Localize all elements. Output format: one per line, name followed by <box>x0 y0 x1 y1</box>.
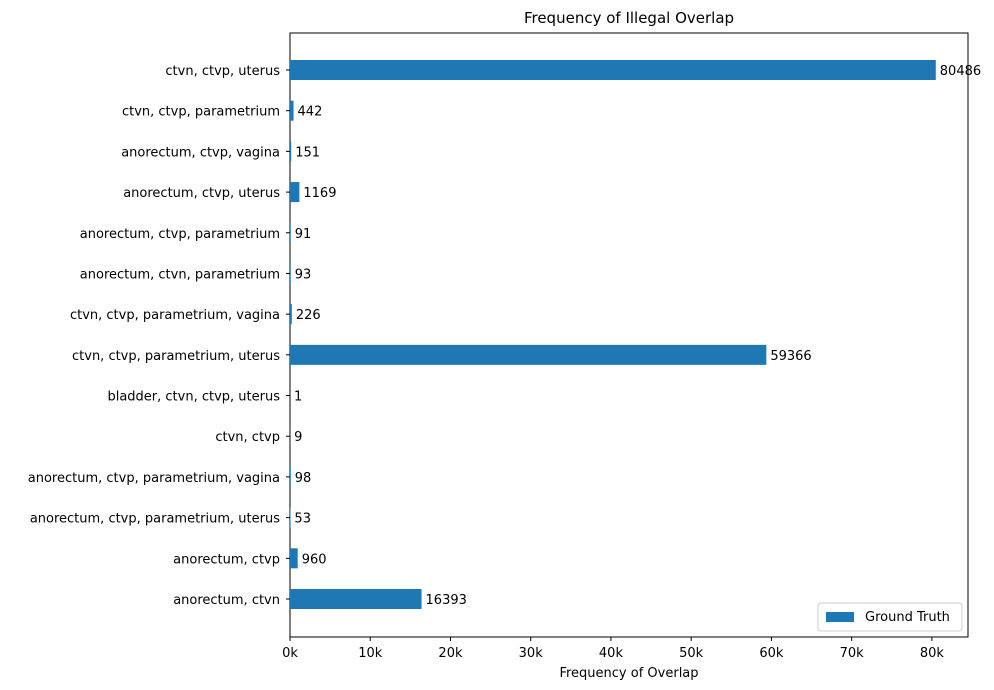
bar-value-label: 98 <box>295 471 312 486</box>
y-tick-label: anorectum, ctvp, parametrium <box>80 227 280 242</box>
bar-value-label: 960 <box>302 552 327 567</box>
bar-value-label: 16393 <box>426 593 467 608</box>
bar <box>290 344 767 365</box>
legend-box <box>817 602 963 632</box>
bar <box>290 100 294 121</box>
bar-value-label: 442 <box>298 105 323 120</box>
bar-value-label: 151 <box>295 145 320 160</box>
y-tick-label: anorectum, ctvn <box>173 593 280 608</box>
bar <box>290 182 300 203</box>
y-tick-label: ctvn, ctvp, parametrium, vagina <box>70 308 280 323</box>
y-tick-label: ctvn, ctvp <box>215 430 280 445</box>
x-tick-label: 70k <box>840 646 865 661</box>
bar-value-label: 91 <box>295 227 312 242</box>
y-tick-label: anorectum, ctvp, uterus <box>123 186 280 201</box>
legend: Ground Truth <box>817 602 963 632</box>
y-tick-label: ctvn, ctvp, parametrium, uterus <box>72 349 280 364</box>
bar-labels-group: 80486 442 151 1169 91 93 226 59366 1 9 98 53 960 1639… <box>294 64 981 608</box>
bar-value-label: 80486 <box>940 64 981 79</box>
x-axis-label: Frequency of Overlap <box>559 666 698 681</box>
y-tick-label: anorectum, ctvp, parametrium, vagina <box>28 471 280 486</box>
x-tick-label: 40k <box>599 646 624 661</box>
bar <box>290 466 291 487</box>
bar <box>290 60 936 80</box>
x-tick-label: 60k <box>759 646 784 661</box>
bar-value-label: 1 <box>294 390 302 405</box>
bar-value-label: 9 <box>294 430 302 445</box>
y-tick-label: bladder, ctvn, ctvp, uterus <box>107 390 280 405</box>
x-tick-label: 80k <box>920 646 945 661</box>
y-tick-label: anorectum, ctvp <box>173 552 280 567</box>
x-tick-label: 30k <box>519 646 544 661</box>
chart-title: Frequency of Illegal Overlap <box>524 9 734 27</box>
legend-swatch <box>826 612 854 622</box>
y-tick-label: anorectum, ctvp, parametrium, uterus <box>30 512 280 527</box>
bar <box>290 141 292 162</box>
bar-value-label: 93 <box>295 267 312 282</box>
bar <box>290 304 292 325</box>
x-tick-label: 20k <box>438 646 463 661</box>
bar-value-label: 59366 <box>770 349 811 364</box>
x-tick-label: 10k <box>358 646 383 661</box>
bars-group <box>290 60 936 609</box>
y-tick-label: anorectum, ctvn, parametrium <box>80 267 280 282</box>
bar <box>290 263 291 284</box>
x-ticks: 0k 10k 20k 30k 40k 50k 60k 70k 80k <box>282 637 944 661</box>
y-tick-label: ctvn, ctvp, parametrium <box>122 105 280 120</box>
legend-label: Ground Truth <box>865 610 950 625</box>
y-tick-labels: ctvn, ctvp, uterus ctvn, ctvp, parametriu… <box>28 64 290 608</box>
bar-value-label: 53 <box>294 512 311 527</box>
bar-value-label: 226 <box>296 308 321 323</box>
bar <box>290 548 298 569</box>
bar-value-label: 1169 <box>303 186 336 201</box>
x-tick-label: 50k <box>679 646 704 661</box>
x-tick-label: 0k <box>282 646 298 661</box>
plot-area <box>289 32 969 638</box>
bar <box>290 589 422 609</box>
y-tick-label: anorectum, ctvp, vagina <box>121 145 280 160</box>
bar <box>290 222 291 243</box>
y-tick-label: ctvn, ctvp, uterus <box>165 64 280 79</box>
